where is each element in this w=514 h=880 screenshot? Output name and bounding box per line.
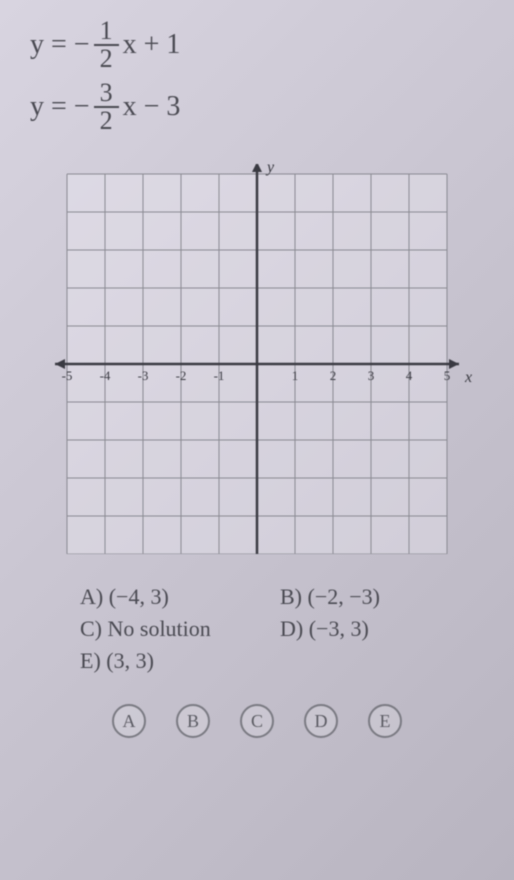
svg-text:-2: -2 <box>176 368 187 383</box>
answer-e: E) (3, 3) <box>80 648 280 674</box>
eq1-fraction: 1 2 <box>94 18 119 72</box>
svg-text:x: x <box>464 369 472 386</box>
svg-text:2: 2 <box>330 368 337 383</box>
button-a[interactable]: A <box>112 704 146 738</box>
answer-d-text: (−3, 3) <box>309 616 369 641</box>
svg-text:3: 3 <box>368 368 375 383</box>
eq1-lhs: y = − <box>30 29 90 61</box>
svg-text:-5: -5 <box>62 368 73 383</box>
answer-e-prefix: E) <box>80 648 101 673</box>
answer-e-text: (3, 3) <box>106 648 154 673</box>
svg-text:4: 4 <box>406 368 413 383</box>
eq2-num: 3 <box>94 80 119 108</box>
svg-text:-3: -3 <box>138 368 149 383</box>
equation-1: y = − 1 2 x + 1 <box>30 18 494 72</box>
svg-text:-4: -4 <box>100 368 111 383</box>
button-b[interactable]: B <box>176 704 210 738</box>
coordinate-grid: -5 -4 -3 -2 -1 1 2 3 4 5 y x <box>37 164 477 554</box>
eq1-num: 1 <box>94 18 119 46</box>
button-d[interactable]: D <box>304 704 338 738</box>
svg-text:-1: -1 <box>214 368 225 383</box>
svg-text:5: 5 <box>444 368 451 383</box>
equation-2: y = − 3 2 x − 3 <box>30 80 494 134</box>
answer-d: D) (−3, 3) <box>280 616 480 642</box>
equations-block: y = − 1 2 x + 1 y = − 3 2 x − 3 <box>30 18 494 134</box>
answer-b: B) (−2, −3) <box>280 584 480 610</box>
answer-a: A) (−4, 3) <box>80 584 280 610</box>
answer-choices: A) (−4, 3) B) (−2, −3) C) No solution D)… <box>80 584 494 674</box>
eq2-fraction: 3 2 <box>94 80 119 134</box>
answer-buttons: A B C D E <box>20 704 494 738</box>
grid-svg: -5 -4 -3 -2 -1 1 2 3 4 5 y x <box>37 164 477 554</box>
eq1-mid: x + 1 <box>123 29 181 61</box>
answer-c-prefix: C) <box>80 616 102 641</box>
answer-b-text: (−2, −3) <box>308 584 380 609</box>
button-e[interactable]: E <box>368 704 402 738</box>
eq2-mid: x − 3 <box>123 91 181 123</box>
answer-b-prefix: B) <box>280 584 302 609</box>
button-c[interactable]: C <box>240 704 274 738</box>
answer-c-text: No solution <box>108 616 211 641</box>
eq2-lhs: y = − <box>30 91 90 123</box>
answer-a-text: (−4, 3) <box>109 584 169 609</box>
answer-a-prefix: A) <box>80 584 103 609</box>
svg-text:1: 1 <box>292 368 299 383</box>
eq1-den: 2 <box>94 46 119 72</box>
answer-c: C) No solution <box>80 616 280 642</box>
answer-d-prefix: D) <box>280 616 303 641</box>
svg-text:y: y <box>265 164 275 176</box>
eq2-den: 2 <box>94 108 119 134</box>
